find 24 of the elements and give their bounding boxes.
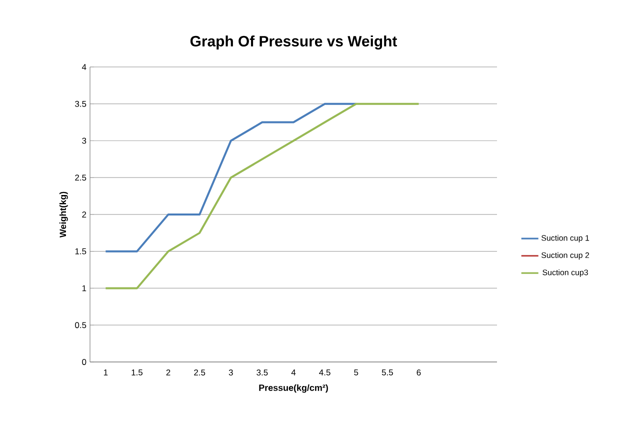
line-series bbox=[104, 102, 358, 252]
y-tick-label: 2 bbox=[82, 212, 86, 218]
x-tick-label: 4 bbox=[291, 369, 296, 376]
y-tick-label: 3.5 bbox=[75, 100, 86, 107]
y-tick-label: 0.5 bbox=[75, 322, 86, 328]
y-tick-label: 3 bbox=[82, 138, 86, 144]
x-tick-label: 3.5 bbox=[256, 369, 268, 376]
x-axis-title: Pressue(kg/cm²) bbox=[259, 384, 328, 393]
y-tick-label: 4 bbox=[82, 64, 86, 70]
x-tick-label: 1.5 bbox=[132, 369, 143, 376]
y-tick-label: 1 bbox=[82, 285, 86, 292]
x-tick-label: 5.5 bbox=[382, 369, 393, 376]
x-tick-label: 5 bbox=[354, 369, 358, 376]
x-tick-label: 4.5 bbox=[319, 369, 330, 376]
y-tick-label: 1.5 bbox=[75, 248, 86, 254]
y-tick-label: 0 bbox=[82, 358, 86, 365]
x-tick-label: 2 bbox=[166, 369, 170, 376]
x-tick-label: 3 bbox=[228, 369, 233, 376]
x-tick-label: 6 bbox=[416, 369, 421, 376]
x-tick-label: 1 bbox=[104, 369, 108, 376]
y-tick-label: 2.5 bbox=[75, 174, 86, 181]
x-tick-label: 2.5 bbox=[194, 369, 206, 376]
y-axis-title: Weight(kg) bbox=[59, 192, 68, 238]
chart-title: Graph Of Pressure vs Weight bbox=[190, 36, 398, 50]
